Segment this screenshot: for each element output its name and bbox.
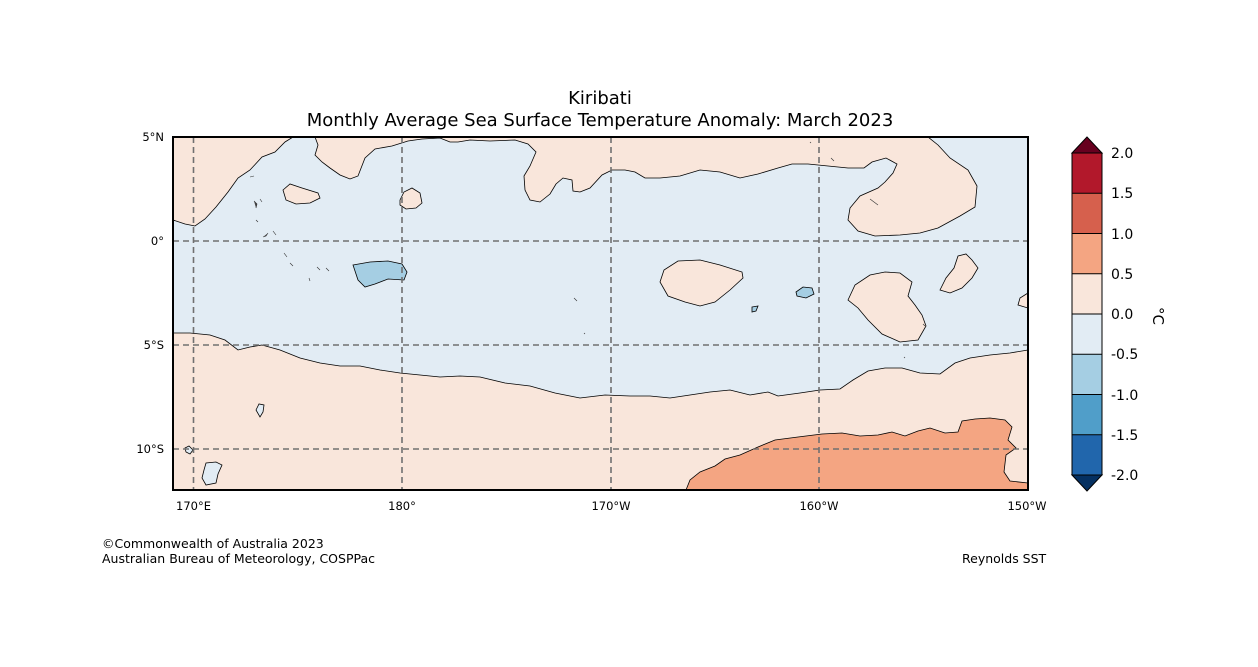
- island-marker: [283, 252, 288, 258]
- colorbar-tick-label: 0.0: [1111, 307, 1133, 323]
- colorbar-segment: [1072, 153, 1102, 194]
- anomaly-patch-positive: [659, 259, 744, 307]
- lon-tick-label: 180°: [388, 499, 416, 513]
- colorbar-segment: [1072, 354, 1102, 395]
- colorbar-extend-top: [1070, 136, 1104, 154]
- colorbar-tick-label: -1.5: [1111, 428, 1138, 444]
- island-marker: [583, 332, 586, 335]
- island-marker: [262, 232, 269, 238]
- island-marker: [253, 200, 258, 209]
- lat-tick-label: 10°S: [136, 442, 164, 456]
- island-marker: [259, 198, 263, 203]
- island-marker: [308, 277, 311, 282]
- island-marker: [922, 323, 926, 327]
- island-marker: [809, 141, 812, 144]
- map-contours: [173, 137, 1028, 490]
- anomaly-patch-positive: [939, 253, 979, 294]
- anomaly-patch-positive: [282, 183, 321, 205]
- colorbar-tick-label: -2.0: [1111, 468, 1138, 484]
- colorbar-segment: [1072, 233, 1102, 274]
- colorbar-tick-label: 0.5: [1111, 267, 1133, 283]
- map-frame: [172, 136, 1029, 491]
- island-marker: [316, 266, 321, 271]
- map-title: Kiribati: [568, 88, 632, 109]
- copyright-text: ©Commonwealth of Australia 2023: [102, 536, 324, 551]
- anomaly-patch-negative: [255, 403, 265, 418]
- colorbar-tick-label: -1.0: [1111, 388, 1138, 404]
- anomaly-band-0p5-to-1: [685, 417, 1028, 490]
- island-markers: [249, 141, 926, 359]
- lon-tick-label: 170°E: [176, 499, 211, 513]
- anomaly-patch-negative: [201, 461, 223, 486]
- colorbar-segment: [1072, 314, 1102, 355]
- anomaly-patch-positive: [399, 187, 423, 210]
- island-marker: [272, 230, 277, 236]
- colorbar-tick-label: 2.0: [1111, 146, 1133, 162]
- lat-tick-label: 0°: [151, 234, 164, 248]
- anomaly-patch-negative: [184, 445, 194, 455]
- island-marker: [830, 157, 835, 162]
- map-subtitle: Monthly Average Sea Surface Temperature …: [306, 110, 894, 131]
- colorbar-tick-label: 1.0: [1111, 227, 1133, 243]
- colorbar-extend-bottom: [1070, 474, 1104, 492]
- island-marker: [255, 219, 259, 223]
- agency-text: Australian Bureau of Meteorology, COSPPa…: [102, 551, 375, 566]
- colorbar-tick-label: -0.5: [1111, 347, 1138, 363]
- colorbar-segment: [1072, 434, 1102, 475]
- anomaly-band-neg0p5-to-0: [173, 137, 1028, 399]
- colorbar-segment: [1072, 273, 1102, 314]
- island-marker: [869, 198, 879, 206]
- island-marker: [903, 356, 906, 359]
- colorbar: 2.0 1.5 1.0 0.5 0.0 -0.5 -1.0 -1.5 -2.0 …: [1070, 136, 1167, 492]
- anomaly-patch-neg1-to-neg0p5: [795, 286, 815, 299]
- colorbar-segment: [1072, 193, 1102, 234]
- colorbar-unit-label: °C: [1149, 307, 1167, 325]
- island-marker: [289, 262, 294, 267]
- gridlines: [173, 137, 1028, 490]
- anomaly-patch-neg1-to-neg0p5: [352, 260, 408, 288]
- lat-tick-label: 5°N: [142, 130, 164, 144]
- lon-tick-label: 170°W: [591, 499, 630, 513]
- anomaly-patch-neg1-to-neg0p5: [751, 305, 759, 313]
- island-marker: [325, 267, 330, 272]
- lat-tick-label: 5°S: [144, 338, 164, 352]
- colorbar-segment: [1072, 394, 1102, 435]
- data-source-text: Reynolds SST: [962, 551, 1047, 566]
- island-marker: [573, 297, 578, 302]
- lon-tick-label: 150°W: [1007, 499, 1046, 513]
- island-marker: [249, 175, 255, 178]
- lon-tick-label: 160°W: [799, 499, 838, 513]
- colorbar-tick-label: 1.5: [1111, 186, 1133, 202]
- anomaly-patch-positive: [847, 271, 927, 343]
